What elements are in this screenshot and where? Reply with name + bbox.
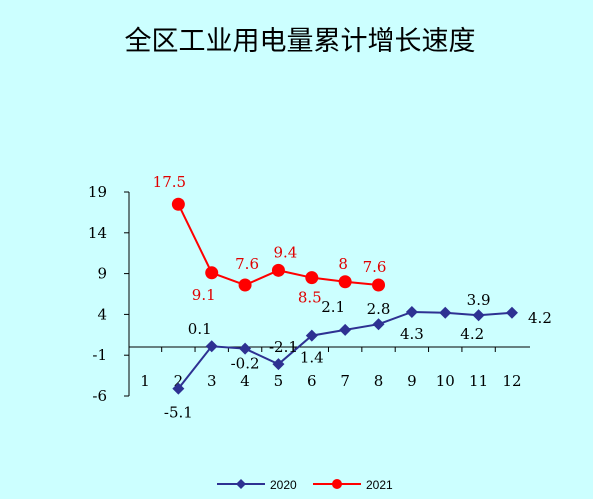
- data-point-2021: [238, 278, 252, 292]
- data-label-2021: 8: [338, 255, 348, 273]
- data-label-2020: 3.9: [467, 291, 491, 309]
- data-point-2021: [271, 263, 285, 277]
- x-tick-label: 7: [340, 372, 350, 390]
- data-label-2020: 2.8: [367, 300, 391, 318]
- data-label-2021: 9.1: [192, 286, 216, 304]
- x-tick-label: 6: [307, 372, 317, 390]
- y-tick-label: 4: [97, 305, 107, 323]
- data-point-2020: [439, 306, 452, 319]
- data-point-2020: [472, 309, 485, 322]
- data-label-2021: 7.6: [363, 258, 387, 276]
- data-label-2021: 17.5: [153, 173, 186, 191]
- legend-marker-2020: [236, 479, 246, 489]
- series-layer: [171, 197, 518, 395]
- x-tick-label: 10: [436, 372, 455, 390]
- data-label-2020: -0.2: [231, 355, 260, 373]
- data-point-2020: [372, 318, 385, 331]
- data-point-2021: [305, 271, 319, 285]
- x-tick-label: 11: [469, 372, 488, 390]
- data-label-2020: 0.1: [188, 320, 212, 338]
- legend-label-2020: 2020: [270, 478, 297, 492]
- x-tick-label: 1: [140, 372, 150, 390]
- data-point-2020: [305, 329, 318, 342]
- data-label-2020: 1.4: [300, 349, 324, 367]
- data-labels: -5.1 0.1 -0.2 -2.11.4 2.1 2.8 4.3 4.2 3.9 4.2 17.5…: [153, 173, 552, 421]
- data-point-2021: [205, 266, 219, 280]
- y-tick-label: 14: [88, 224, 107, 242]
- data-label-2020: -2.1: [269, 338, 298, 356]
- x-tick-label: 12: [502, 372, 521, 390]
- x-tick-label: 3: [207, 372, 217, 390]
- data-point-2020: [339, 323, 352, 336]
- y-tick-label: -6: [92, 387, 107, 405]
- x-tick-label: 4: [240, 372, 250, 390]
- data-point-2020: [505, 306, 518, 319]
- data-point-2020: [205, 340, 218, 353]
- x-tick-label: 5: [274, 372, 284, 390]
- x-tick-label: 2: [174, 372, 184, 390]
- data-label-2020: 2.1: [321, 298, 345, 316]
- data-label-2020: -5.1: [164, 404, 193, 422]
- legend-marker-2021: [332, 479, 342, 489]
- data-point-2020: [172, 382, 185, 395]
- data-point-2021: [338, 275, 352, 289]
- y-tick-label: 9: [97, 265, 107, 283]
- x-tick-label: 9: [407, 372, 417, 390]
- data-point-2020: [239, 342, 252, 355]
- data-label-2021: 8.5: [298, 289, 322, 307]
- data-label-2021: 9.4: [274, 243, 298, 261]
- data-label-2020: 4.3: [400, 325, 424, 343]
- y-tick-label: -1: [92, 346, 107, 364]
- data-label-2020: 4.2: [460, 325, 484, 343]
- data-label-2021: 7.6: [235, 255, 259, 273]
- data-point-2020: [272, 358, 285, 371]
- legend: 2020 2021: [217, 478, 393, 492]
- data-point-2021: [171, 197, 185, 211]
- y-tick-label: 19: [88, 183, 107, 201]
- data-label-2020: 4.2: [528, 309, 552, 327]
- data-point-2020: [405, 305, 418, 318]
- legend-label-2021: 2021: [366, 478, 393, 492]
- chart-title: 全区工业用电量累计增长速度: [125, 26, 476, 57]
- x-tick-label: 8: [374, 372, 384, 390]
- data-point-2021: [372, 278, 386, 292]
